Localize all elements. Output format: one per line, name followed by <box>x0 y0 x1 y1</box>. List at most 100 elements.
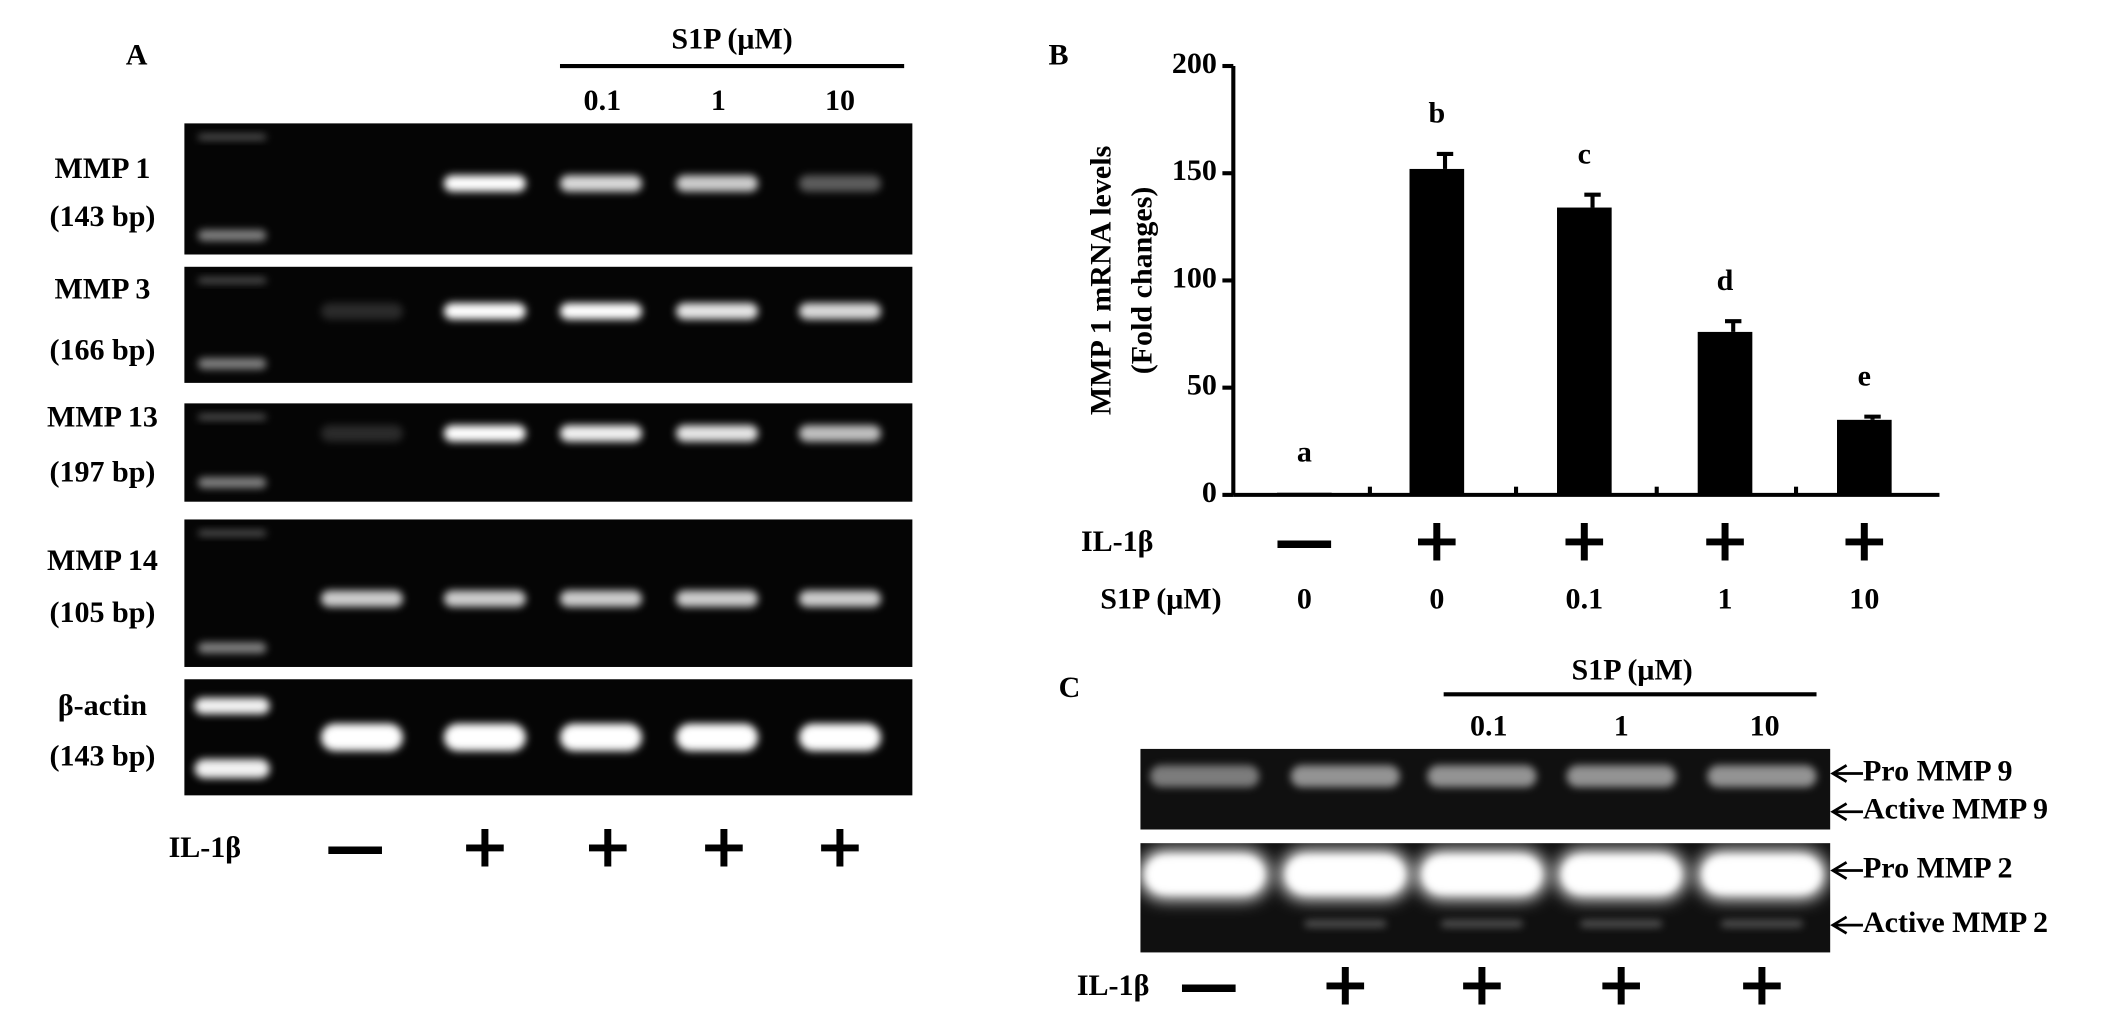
panel-label: B <box>1048 39 1068 72</box>
gel-band <box>798 723 881 751</box>
gel-band <box>194 697 270 715</box>
arrow-head <box>1830 915 1848 935</box>
gene-label: MMP 14 <box>47 544 158 577</box>
y-tick-label: 150 <box>1172 154 1217 187</box>
gene-label: β-actin <box>58 689 148 722</box>
gel-band <box>559 425 642 442</box>
gel-band <box>798 590 881 607</box>
significance-letter: b <box>1428 97 1445 130</box>
gel-band <box>443 723 526 751</box>
treatment-sign: + <box>1412 506 1462 576</box>
header: S1P (μM) <box>1571 653 1692 686</box>
gel-band <box>1440 920 1523 928</box>
gel-band <box>559 723 642 751</box>
gel <box>184 266 913 383</box>
header: S1P (μM) <box>671 22 792 55</box>
y-axis-title-line: (Fold changes) <box>1125 187 1158 375</box>
dose-label: 0 <box>1429 582 1444 615</box>
gel-band <box>1566 765 1676 788</box>
gel-band <box>198 477 267 489</box>
size-label: (105 bp) <box>49 596 155 629</box>
size-label: (143 bp) <box>49 739 155 772</box>
gel-band <box>320 302 403 320</box>
gel-band <box>198 414 267 420</box>
gene-label: MMP 1 <box>54 152 150 185</box>
gel-band <box>443 175 526 192</box>
treatment-sign: + <box>1596 950 1646 1020</box>
dose-label: 0.1 <box>584 84 622 117</box>
gel-band <box>1304 920 1387 928</box>
bar <box>1697 331 1753 495</box>
treatment-sign: + <box>1737 950 1787 1020</box>
treatment-sign: + <box>1700 506 1750 576</box>
dose-label: 10 <box>1750 709 1780 742</box>
gel-band <box>676 590 759 607</box>
gel-band <box>320 425 403 442</box>
gel <box>1140 748 1831 830</box>
bar <box>1409 168 1465 495</box>
dose-label: 1 <box>1718 582 1733 615</box>
gel-band <box>1423 856 1540 893</box>
treatment-sign: + <box>1320 950 1370 1020</box>
y-tick-label: 100 <box>1172 261 1217 294</box>
gel-band <box>1707 765 1817 788</box>
gel-band <box>676 425 759 442</box>
panel-label: C <box>1059 671 1081 704</box>
gene-label: MMP 3 <box>54 272 150 305</box>
gel-band <box>798 302 881 320</box>
treatment-sign: + <box>1559 506 1609 576</box>
dose-label: 10 <box>825 84 855 117</box>
gel-band <box>443 302 526 320</box>
size-label: (197 bp) <box>49 455 155 488</box>
gel-band <box>1146 856 1263 893</box>
dose-label: 0 <box>1297 582 1312 615</box>
gel-band <box>198 277 267 284</box>
gel-band <box>559 590 642 607</box>
gel-band <box>1287 856 1404 893</box>
gel-band <box>198 642 267 654</box>
gel <box>184 679 913 796</box>
y-tick-label: 50 <box>1187 369 1217 402</box>
gel-band <box>1580 920 1663 928</box>
gel-band <box>320 723 403 751</box>
gel-band <box>798 175 881 192</box>
treatment-sign: — <box>1274 506 1334 576</box>
gel-band <box>320 590 403 607</box>
dose-label: 0.1 <box>1470 709 1508 742</box>
gel-band <box>676 175 759 192</box>
gel <box>184 403 913 502</box>
band-label: Pro MMP 2 <box>1863 851 2013 884</box>
significance-letter: e <box>1858 359 1871 392</box>
gel-band <box>1703 856 1820 893</box>
arrow-head <box>1830 861 1848 880</box>
size-label: (166 bp) <box>49 334 155 367</box>
band-label: Active MMP 9 <box>1863 793 2048 826</box>
treatment-sign: + <box>815 812 865 882</box>
treatment-sign: + <box>1839 506 1889 576</box>
dose-label: 10 <box>1849 582 1879 615</box>
bar <box>1837 419 1892 495</box>
band-label: Active MMP 2 <box>1863 906 2048 939</box>
y-axis-title-line: MMP 1 mRNA levels <box>1084 146 1117 415</box>
gel-band <box>443 425 526 442</box>
arrow-head <box>1830 764 1848 783</box>
gel-band <box>198 358 267 370</box>
gel <box>184 519 913 667</box>
gel-band <box>559 175 642 192</box>
gel-band <box>1427 765 1537 788</box>
gel-band <box>559 302 642 320</box>
dose-label: 1 <box>711 84 726 117</box>
bar <box>1277 492 1332 495</box>
significance-letter: c <box>1578 137 1591 170</box>
y-axis-title: MMP 1 mRNA levels (Fold changes) <box>1084 146 1158 415</box>
significance-letter: a <box>1297 435 1312 468</box>
gel <box>184 123 913 255</box>
treatment-sign: + <box>460 812 510 882</box>
dose-label: 0.1 <box>1566 582 1604 615</box>
dose-label: 1 <box>1614 709 1629 742</box>
treatment-sign: + <box>1457 950 1507 1020</box>
gel-band <box>198 134 267 140</box>
band-label: Pro MMP 9 <box>1863 754 2013 787</box>
row-label: S1P (μM) <box>1100 582 1221 615</box>
